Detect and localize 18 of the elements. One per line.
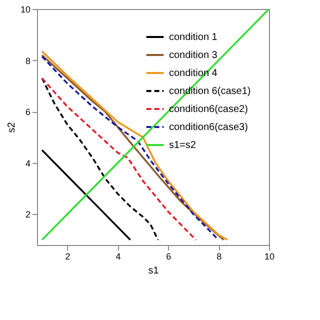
legend-label: condition 1	[169, 32, 218, 43]
y-tick-label: 6	[25, 107, 30, 118]
y-axis-title: s2	[6, 122, 18, 133]
legend-label: s1=s2	[169, 140, 196, 151]
x-axis-title: s1	[148, 266, 160, 276]
x-tick-label: 2	[65, 252, 70, 262]
y-tick-label: 10	[20, 4, 30, 14]
y-tick-label: 2	[25, 210, 30, 220]
y-tick-label: 4	[25, 158, 30, 168]
legend-label: condition 3	[169, 50, 218, 61]
legend-label: condition6(case3)	[169, 122, 248, 133]
x-tick-label: 8	[216, 252, 222, 262]
legend-label: condition6(case2)	[169, 104, 248, 115]
line-series	[41, 77, 159, 241]
x-tick-label: 6	[166, 252, 172, 262]
x-tick-label: 10	[264, 252, 275, 262]
y-tick-label: 8	[25, 56, 30, 66]
x-tick-label: 4	[116, 252, 121, 262]
